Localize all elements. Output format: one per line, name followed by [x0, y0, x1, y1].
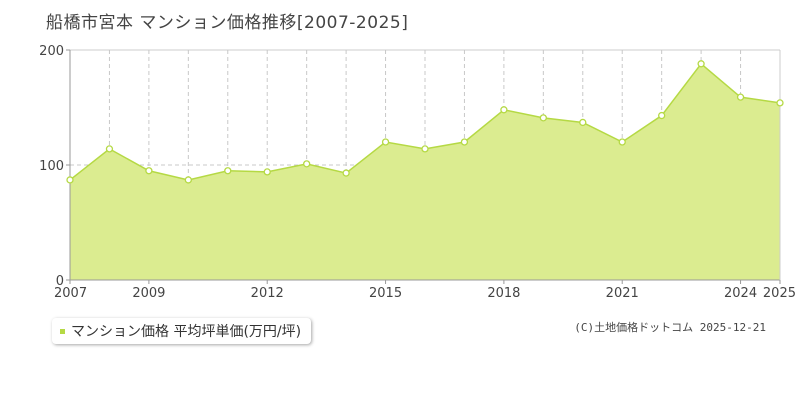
x-tick-label-2021: 2021 [606, 286, 639, 301]
data-point-2025 [776, 99, 784, 107]
series-area [70, 63, 780, 280]
data-point-2023 [697, 60, 705, 68]
x-tick-label-2025: 2025 [763, 286, 796, 301]
data-point-2014 [342, 169, 350, 177]
x-tick-label-2009: 2009 [132, 286, 165, 301]
chart-title: 船橋市宮本 マンション価格推移[2007-2025] [46, 13, 409, 33]
y-tick-label-100: 100 [39, 159, 64, 174]
data-point-2008 [105, 145, 114, 153]
y-tick-label-200: 200 [39, 44, 64, 59]
y-tick-label-0: 0 [56, 274, 64, 289]
legend-label: マンション価格 平均坪単価(万円/坪) [71, 324, 302, 340]
x-tick-label-2015: 2015 [369, 286, 402, 301]
data-point-2021 [618, 138, 626, 146]
data-point-2019 [539, 114, 547, 122]
point-layer [66, 60, 784, 184]
data-point-2015 [381, 138, 390, 146]
data-point-2012 [263, 168, 271, 176]
data-point-2007 [66, 176, 74, 184]
data-point-2018 [500, 106, 508, 114]
data-point-2010 [184, 176, 192, 184]
x-tick-label-2018: 2018 [487, 286, 520, 301]
axis-layer [66, 49, 781, 284]
label-layer: 0 100 200 2007 2009 2012 2015 2018 2021 2024 2025 [39, 44, 796, 301]
data-point-2011 [224, 167, 232, 175]
x-tick-label-2012: 2012 [251, 286, 284, 301]
data-point-2017 [460, 138, 469, 146]
data-point-2024 [736, 93, 745, 101]
data-point-2013 [303, 160, 311, 168]
legend: マンション価格 平均坪単価(万円/坪) [52, 318, 312, 344]
copyright: (C)土地価格ドットコム 2025-12-21 [574, 321, 766, 334]
data-point-2020 [579, 118, 587, 127]
area-layer [69, 62, 781, 280]
x-tick-label-2024: 2024 [724, 286, 757, 301]
data-point-2022 [658, 111, 666, 120]
data-point-2009 [145, 167, 153, 175]
data-point-2016 [421, 145, 429, 153]
legend-marker [60, 328, 65, 334]
x-tick-label-2007: 2007 [54, 286, 87, 301]
